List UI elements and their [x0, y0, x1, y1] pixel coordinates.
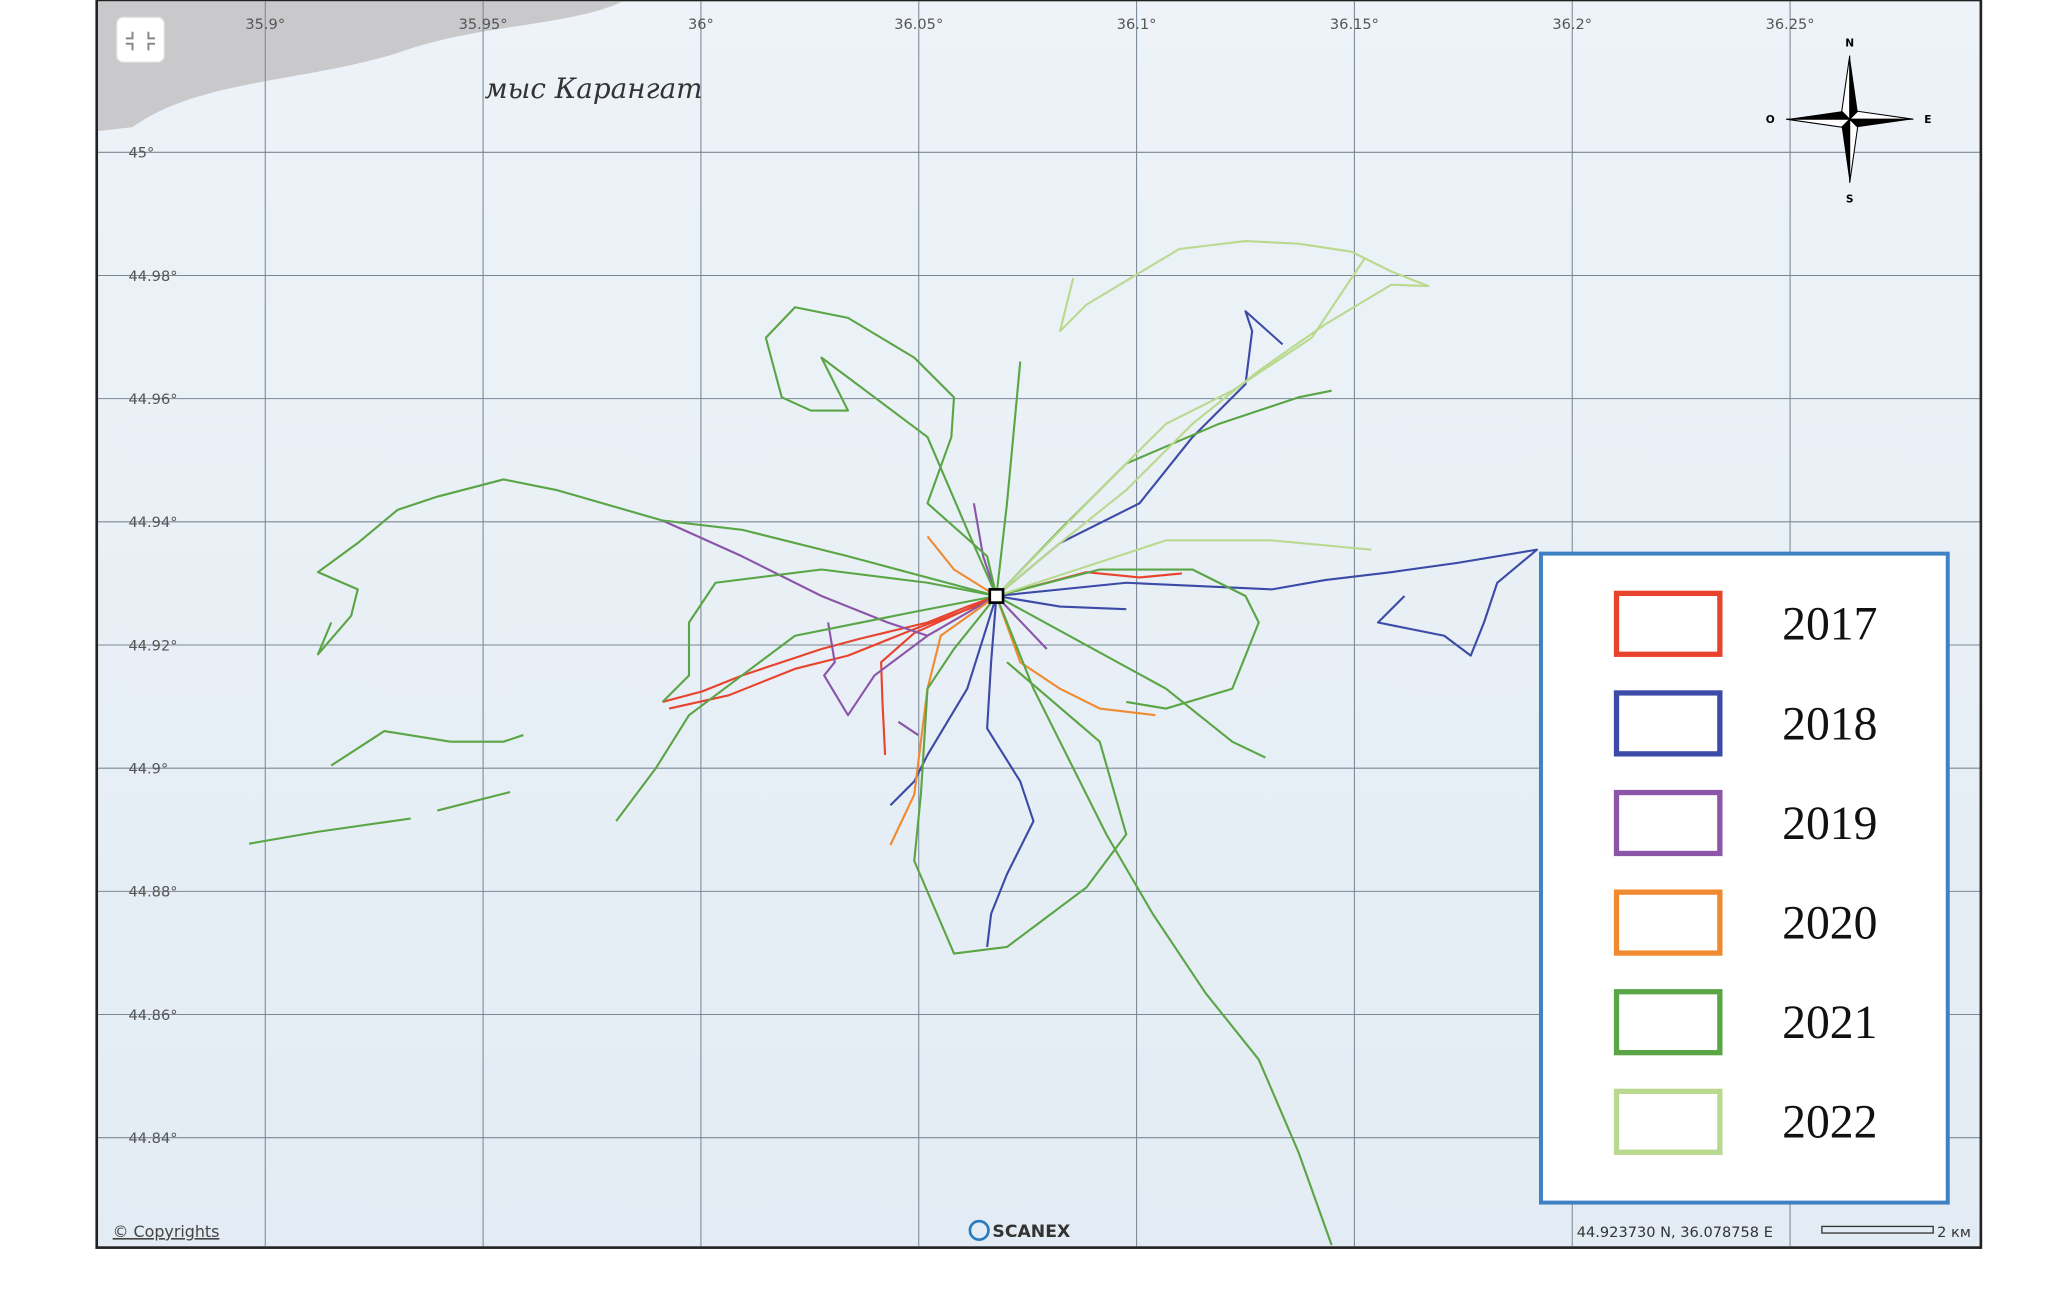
- lat-label: 44.94°: [129, 514, 178, 531]
- track: [880, 595, 997, 755]
- legend-items: 2017 2018 2019 2020 2021 2022: [1613, 590, 1877, 1155]
- compass-light: [1786, 55, 1914, 183]
- grid: 35.9° 35.95° 36° 36.05° 36.1° 36.15° 36.2° 36.2…: [98, 1, 1980, 1247]
- track: [823, 622, 929, 717]
- track: [995, 239, 1430, 597]
- lon-label: 36.15°: [1330, 16, 1379, 33]
- track: [995, 595, 1333, 1246]
- station-marker: [988, 588, 1005, 604]
- track: [248, 817, 411, 845]
- scale-bar: [1821, 1225, 1934, 1234]
- lon-label: 36°: [688, 16, 714, 33]
- compass-n: N: [1845, 37, 1854, 49]
- track: [995, 595, 1156, 717]
- lat-label: 44.98°: [129, 268, 178, 285]
- lat-label: 44.96°: [129, 391, 178, 408]
- track: [995, 361, 1022, 597]
- track: [986, 595, 1035, 948]
- place-label: мыс Карангат: [485, 72, 703, 105]
- track: [913, 595, 1128, 955]
- tracks: [248, 239, 1539, 1246]
- track: [996, 568, 1260, 710]
- legend-label: 2019: [1782, 798, 1877, 850]
- track: [995, 257, 1366, 597]
- brand: SCANEX: [992, 1222, 1070, 1242]
- legend-swatch: [1613, 989, 1723, 1056]
- track: [330, 730, 524, 767]
- track: [995, 595, 1266, 759]
- lon-label: 36.2°: [1552, 16, 1592, 33]
- lat-label: 44.9°: [129, 760, 169, 777]
- compass-e: E: [1924, 114, 1931, 126]
- track: [996, 594, 1127, 611]
- legend-swatch: [1613, 789, 1723, 857]
- fullscreen-icon: [125, 31, 156, 51]
- lon-label: 36.1°: [1117, 16, 1157, 33]
- track: [995, 310, 1284, 597]
- copyright[interactable]: © Copyrights: [113, 1222, 220, 1241]
- legend-swatch: [1613, 590, 1723, 657]
- legend-label: 2017: [1782, 599, 1877, 651]
- track: [889, 595, 998, 807]
- track: [436, 790, 511, 812]
- legend-label: 2020: [1782, 898, 1877, 950]
- lon-label: 36.25°: [1766, 16, 1815, 33]
- scale-label: 2 км: [1937, 1224, 1971, 1241]
- compass-s: S: [1846, 194, 1854, 206]
- coordinates: 44.923730 N, 36.078758 E: [1577, 1224, 1773, 1241]
- lat-label: 44.88°: [129, 884, 178, 901]
- legend-swatch: [1613, 1088, 1723, 1155]
- fullscreen-button[interactable]: [115, 16, 165, 63]
- track: [996, 548, 1539, 657]
- brand-logo: [968, 1219, 990, 1241]
- land: [98, 1, 623, 132]
- track: [926, 535, 997, 597]
- track: [764, 306, 998, 597]
- track: [996, 539, 1372, 598]
- lon-label: 36.05°: [894, 16, 943, 33]
- track: [615, 594, 997, 822]
- legend-label: 2022: [1782, 1097, 1877, 1149]
- legend-swatch: [1613, 889, 1723, 956]
- track: [897, 720, 919, 736]
- track: [972, 503, 1048, 650]
- lat-label: 44.86°: [129, 1007, 178, 1024]
- track: [668, 597, 997, 710]
- lat-label: 44.92°: [129, 637, 178, 654]
- track: [661, 568, 997, 703]
- lon-label: 35.9°: [245, 16, 285, 33]
- lat-label: 45°: [129, 145, 155, 162]
- legend-label: 2021: [1782, 997, 1877, 1049]
- track: [316, 478, 997, 656]
- legend: [1538, 551, 1950, 1205]
- legend-label: 2018: [1782, 698, 1877, 750]
- lon-label: 35.95°: [459, 16, 508, 33]
- compass-w: O: [1766, 114, 1775, 126]
- compass: N S O E: [1766, 37, 1932, 205]
- lat-label: 44.84°: [129, 1130, 178, 1147]
- track: [662, 519, 997, 637]
- legend-swatch: [1613, 690, 1723, 757]
